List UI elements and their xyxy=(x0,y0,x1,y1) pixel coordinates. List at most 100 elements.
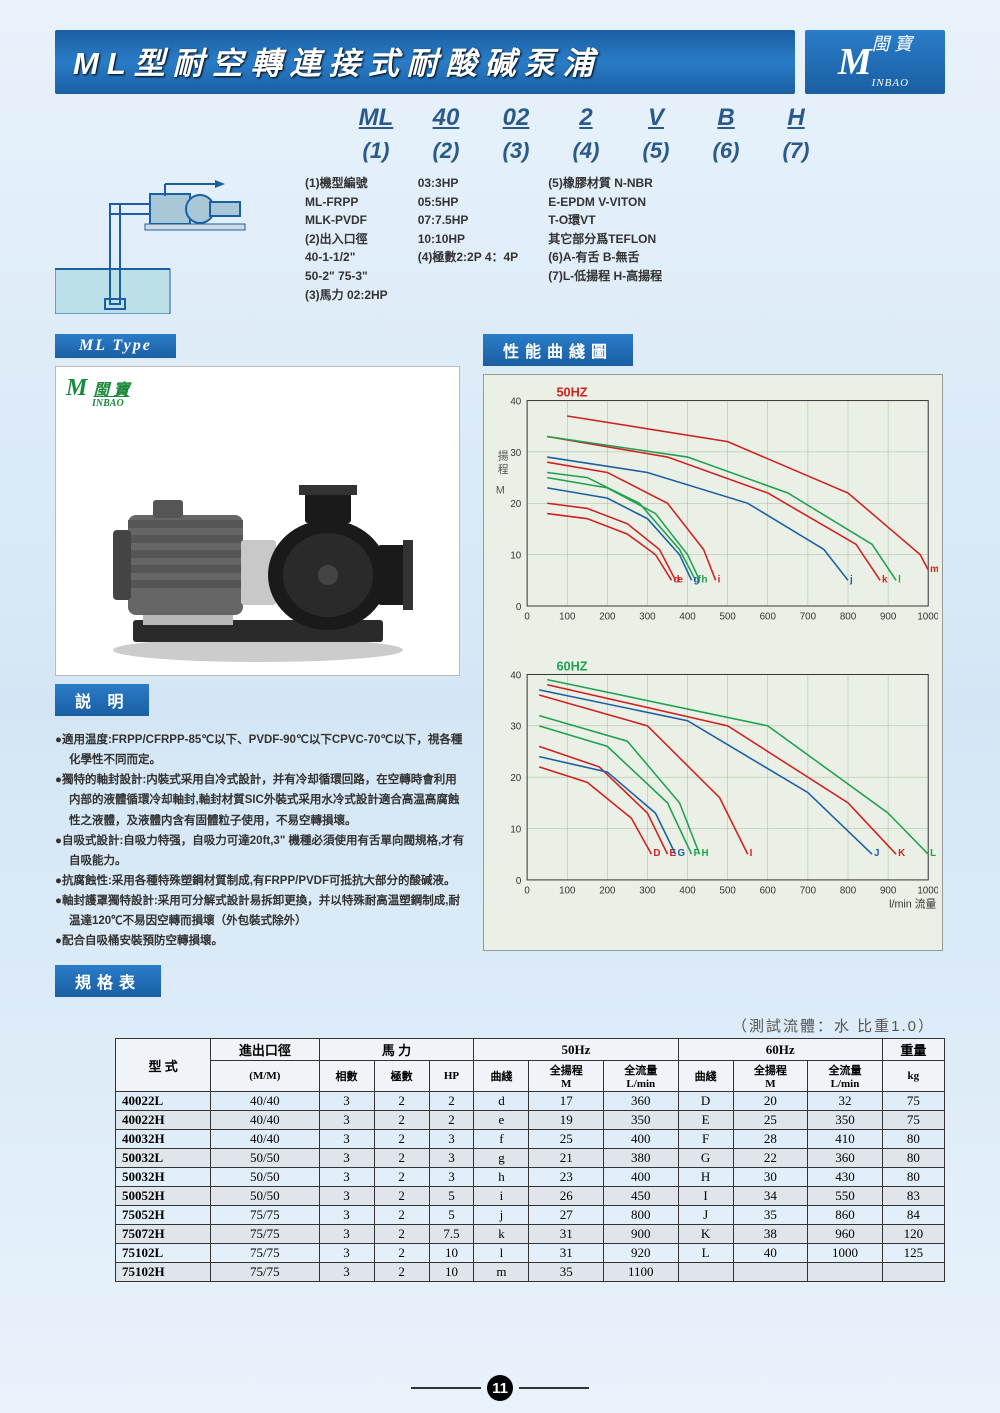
install-diagram xyxy=(55,174,285,314)
desc-item: ●抗腐蝕性:采用各種特殊塑鋼材質制成,有FRPP/PVDF可抵抗大部分的酸碱液。 xyxy=(55,871,465,891)
notes-col-2: 03:3HP 05:5HP 07:7.5HP 10:10HP (4)極數2:2P… xyxy=(418,174,518,314)
svg-text:900: 900 xyxy=(880,886,897,897)
product-brand-logo: M 閩 寶 INBAO xyxy=(66,375,129,409)
th-flow60: 全流量L/min xyxy=(808,1061,883,1092)
svg-text:D: D xyxy=(653,848,660,859)
svg-text:900: 900 xyxy=(880,612,897,623)
svg-text:G: G xyxy=(677,848,685,859)
table-row: 40032H40/40323f25400F2841080 xyxy=(116,1130,945,1149)
desc-item: ●適用温度:FRPP/CFRPP-85℃以下、PVDF-90℃以下CPVC-70… xyxy=(55,730,465,770)
svg-text:l/min 流量: l/min 流量 xyxy=(889,897,936,910)
notes-col-1: (1)機型編號 ML-FRPP MLK-PVDF (2)出入口徑 40-1-1/… xyxy=(305,174,388,314)
model-sub: (2) xyxy=(425,138,467,164)
model-part: 02 xyxy=(495,104,537,132)
pump-illustration xyxy=(83,445,433,665)
notes-col-3: (5)橡膠材質 N-NBR E-EPDM V-VITON T-O環VT 其它部分… xyxy=(548,174,662,314)
svg-text:40: 40 xyxy=(510,396,521,407)
svg-text:800: 800 xyxy=(840,886,857,897)
description-label: 説 明 xyxy=(55,684,149,716)
svg-text:L: L xyxy=(930,848,936,859)
table-row: 75072H75/75327.5k31900K38960120 xyxy=(116,1225,945,1244)
model-code-row: ML40022VBH xyxy=(355,104,945,132)
th-head60: 全揚程M xyxy=(733,1061,808,1092)
svg-text:h: h xyxy=(702,574,708,585)
svg-text:揚: 揚 xyxy=(498,449,509,462)
page-title: ML型耐空轉連接式耐酸碱泵浦 xyxy=(55,30,795,94)
th-weight: 重量 xyxy=(882,1039,944,1061)
desc-item: ●配合自吸桶安裝預防空轉損壞。 xyxy=(55,931,465,951)
model-sub: (4) xyxy=(565,138,607,164)
table-row: 50052H50/50325i26450I3455083 xyxy=(116,1187,945,1206)
th-head50: 全揚程M xyxy=(529,1061,604,1092)
svg-text:30: 30 xyxy=(510,722,521,733)
table-row: 50032L50/50323g21380G2236080 xyxy=(116,1149,945,1168)
svg-text:50HZ: 50HZ xyxy=(556,385,587,400)
model-sub: (1) xyxy=(355,138,397,164)
svg-text:400: 400 xyxy=(679,612,696,623)
svg-text:I: I xyxy=(750,848,753,859)
svg-text:i: i xyxy=(718,574,721,585)
svg-text:700: 700 xyxy=(800,612,817,623)
th-flow50: 全流量L/min xyxy=(604,1061,679,1092)
th-io: 進出口徑 xyxy=(211,1039,319,1061)
svg-text:700: 700 xyxy=(800,886,817,897)
table-row: 40022H40/40322e19350E2535075 xyxy=(116,1111,945,1130)
th-hp: HP xyxy=(429,1061,474,1092)
th-weight-u: kg xyxy=(882,1061,944,1092)
th-model: 型 式 xyxy=(116,1039,211,1092)
th-io-sub: (M/M) xyxy=(211,1061,319,1092)
model-code-subs: (1)(2)(3)(4)(5)(6)(7) xyxy=(355,138,945,164)
svg-text:0: 0 xyxy=(516,876,522,887)
th-power: 馬 力 xyxy=(319,1039,474,1061)
svg-text:H: H xyxy=(702,848,709,859)
performance-chart: 0100200300400500600700800900100001020304… xyxy=(483,374,943,951)
th-curve60: 曲綫 xyxy=(678,1061,733,1092)
svg-text:j: j xyxy=(849,574,853,585)
spec-table: 型 式 進出口徑 馬 力 50Hz 60Hz 重量 (M/M) 相數 極數 HP… xyxy=(115,1038,945,1282)
svg-text:400: 400 xyxy=(679,886,696,897)
model-part: 2 xyxy=(565,104,607,132)
ml-type-label: ML Type xyxy=(55,334,176,358)
svg-text:300: 300 xyxy=(639,886,656,897)
model-part: 40 xyxy=(425,104,467,132)
table-row: 75102H75/753210m351100 xyxy=(116,1263,945,1282)
table-row: 40022L40/40322d17360D203275 xyxy=(116,1092,945,1111)
svg-text:e: e xyxy=(677,574,683,585)
spec-caption: （測試流體：水 比重1.0） xyxy=(55,1015,935,1036)
desc-item: ●軸封護罩獨特設計:采用可分解式設計易拆卸更換，并以特殊耐高温塑鋼制成,耐温達1… xyxy=(55,891,465,931)
title-bar: ML型耐空轉連接式耐酸碱泵浦 M閩 寶INBAO xyxy=(55,30,945,94)
svg-text:100: 100 xyxy=(559,612,576,623)
th-pole: 極數 xyxy=(374,1061,429,1092)
th-phase: 相數 xyxy=(319,1061,374,1092)
svg-text:60HZ: 60HZ xyxy=(556,659,587,674)
svg-text:20: 20 xyxy=(510,773,521,784)
svg-text:1000: 1000 xyxy=(917,612,938,623)
th-50hz: 50Hz xyxy=(474,1039,678,1061)
svg-text:40: 40 xyxy=(510,670,521,681)
svg-text:600: 600 xyxy=(760,612,777,623)
svg-text:1000: 1000 xyxy=(917,886,938,897)
description-list: ●適用温度:FRPP/CFRPP-85℃以下、PVDF-90℃以下CPVC-70… xyxy=(55,730,465,951)
model-sub: (7) xyxy=(775,138,817,164)
desc-item: ●自吸式設計:自吸力特强，自吸力可達20ft,3" 機種必須使用有舌單向閥規格,… xyxy=(55,831,465,871)
model-sub: (6) xyxy=(705,138,747,164)
table-row: 75102L75/753210l31920L401000125 xyxy=(116,1244,945,1263)
svg-text:程: 程 xyxy=(498,464,509,476)
svg-text:J: J xyxy=(874,848,879,859)
model-notes: (1)機型編號 ML-FRPP MLK-PVDF (2)出入口徑 40-1-1/… xyxy=(305,174,662,314)
svg-text:800: 800 xyxy=(840,612,857,623)
svg-text:100: 100 xyxy=(559,886,576,897)
svg-text:0: 0 xyxy=(524,886,530,897)
model-part: B xyxy=(705,104,747,132)
middle-section: ML Type M 閩 寶 INBAO xyxy=(55,326,945,951)
th-60hz: 60Hz xyxy=(678,1039,882,1061)
svg-text:500: 500 xyxy=(720,886,737,897)
svg-text:k: k xyxy=(882,574,888,585)
model-part: ML xyxy=(355,104,397,132)
svg-text:600: 600 xyxy=(760,886,777,897)
svg-text:30: 30 xyxy=(510,448,521,459)
svg-text:l: l xyxy=(898,574,901,585)
desc-item: ●獨特的軸封設計:内裝式采用自冷式設計，并有冷却循環回路，在空轉時會利用内部的液… xyxy=(55,770,465,830)
brand-logo: M閩 寶INBAO xyxy=(805,30,945,94)
svg-text:20: 20 xyxy=(510,499,521,510)
